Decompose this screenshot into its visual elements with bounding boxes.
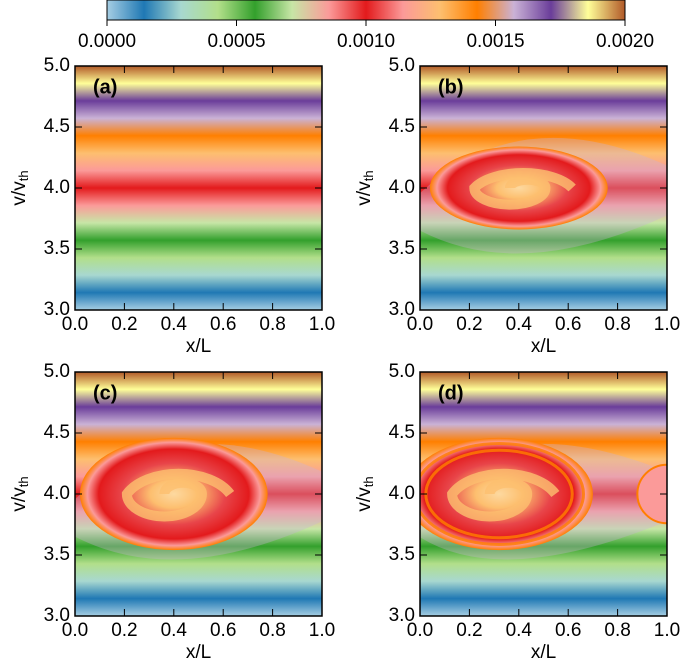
- colorbar: [106, 0, 626, 21]
- heatmap: [75, 66, 322, 310]
- vortex: [429, 146, 608, 230]
- spiral: [121, 468, 235, 522]
- panel: 3.0 3.5 4.0 4.5 5.0 0.0 0.2 0.4 0.6 0.8 1.0 x/L v/vt…: [354, 55, 680, 357]
- x-axis-label: x/L: [531, 336, 556, 357]
- y-axis-label-sub: th: [361, 476, 376, 487]
- panel-label: (a): [93, 76, 117, 98]
- spiral: [447, 468, 560, 522]
- x-tick-label: 0.8: [604, 314, 630, 335]
- x-tick-label: 0.2: [111, 314, 137, 335]
- x-axis-label: x/L: [186, 642, 211, 660]
- y-axis-label-sub: th: [16, 170, 31, 181]
- colorbar-tick-label: 0.0005: [207, 31, 265, 52]
- x-tick-label: 1.0: [309, 314, 335, 335]
- panel-label: (c): [93, 382, 117, 404]
- heatmap-background: [75, 66, 322, 310]
- y-tick-label: 4.5: [44, 422, 70, 443]
- x-tick-label: 0.0: [407, 314, 433, 335]
- x-tick-label: 0.8: [259, 620, 285, 641]
- ring: [420, 442, 585, 546]
- y-tick-label: 4.0: [389, 177, 415, 198]
- y-axis-label-main: v/v: [354, 181, 375, 206]
- panel: 3.0 3.5 4.0 4.5 5.0 0.0 0.2 0.4 0.6 0.8 1.0 x/L v/vt…: [354, 361, 680, 660]
- panel-label: (b): [438, 76, 464, 98]
- panel-label: (d): [438, 382, 464, 404]
- x-tick-label: 0.6: [210, 620, 236, 641]
- y-tick-label: 4.0: [44, 177, 70, 198]
- x-tick-label: 0.0: [62, 620, 88, 641]
- y-tick-label: 3.0: [389, 299, 415, 320]
- colorbar-tick-label: 0.0015: [466, 31, 524, 52]
- heatmap: [420, 66, 667, 310]
- y-tick-label: 5.0: [389, 361, 415, 382]
- y-tick-label: 3.5: [389, 544, 415, 565]
- y-tick-label: 3.0: [44, 605, 70, 626]
- y-tick-label: 3.5: [44, 238, 70, 259]
- colorbar-tick-label: 0.0010: [337, 31, 395, 52]
- x-tick-label: 0.0: [62, 314, 88, 335]
- y-tick-label: 5.0: [44, 361, 70, 382]
- panel: 3.0 3.5 4.0 4.5 5.0 0.0 0.2 0.4 0.6 0.8 1.0 x/L v/vt…: [9, 55, 335, 357]
- panel: 3.0 3.5 4.0 4.5 5.0 0.0 0.2 0.4 0.6 0.8 1.0 x/L v/vt…: [9, 361, 335, 660]
- x-tick-label: 0.4: [161, 620, 188, 641]
- colorbar-tick-label: 0.0020: [596, 31, 654, 52]
- x-tick-label: 1.0: [654, 314, 680, 335]
- x-tick-label: 0.6: [210, 314, 236, 335]
- x-tick-label: 0.2: [111, 620, 137, 641]
- spiral: [469, 168, 576, 210]
- colorbar-tick-label: 0.0000: [78, 31, 136, 52]
- x-tick-label: 0.2: [456, 314, 482, 335]
- x-tick-label: 0.0: [407, 620, 433, 641]
- y-tick-label: 3.5: [44, 544, 70, 565]
- y-axis-label: v/vth: [354, 476, 376, 511]
- x-tick-label: 0.4: [161, 314, 188, 335]
- x-axis-label: x/L: [531, 642, 556, 660]
- y-axis-label-main: v/v: [354, 487, 375, 512]
- y-tick-label: 4.5: [44, 116, 70, 137]
- x-tick-label: 0.2: [456, 620, 482, 641]
- x-tick-label: 0.6: [555, 314, 581, 335]
- y-tick-label: 5.0: [389, 55, 415, 76]
- y-tick-label: 4.0: [389, 483, 415, 504]
- vortex: [79, 437, 268, 551]
- x-tick-label: 0.4: [506, 314, 533, 335]
- y-tick-label: 3.5: [389, 238, 415, 259]
- vortex: [420, 437, 593, 551]
- x-tick-label: 1.0: [654, 620, 680, 641]
- y-axis-label: v/vth: [9, 170, 31, 205]
- y-tick-label: 4.5: [389, 116, 415, 137]
- y-tick-label: 4.5: [389, 422, 415, 443]
- x-tick-label: 0.6: [555, 620, 581, 641]
- y-tick-label: 4.0: [44, 483, 70, 504]
- y-axis-label-sub: th: [361, 170, 376, 181]
- y-axis-label: v/vth: [354, 170, 376, 205]
- y-tick-label: 5.0: [44, 55, 70, 76]
- y-axis-label-main: v/v: [9, 181, 30, 206]
- x-tick-label: 0.8: [259, 314, 285, 335]
- x-tick-label: 0.4: [506, 620, 533, 641]
- heatmap: [75, 372, 322, 616]
- x-axis-label: x/L: [186, 336, 211, 357]
- y-tick-label: 3.0: [44, 299, 70, 320]
- x-tick-label: 0.8: [604, 620, 630, 641]
- y-tick-label: 3.0: [389, 605, 415, 626]
- x-tick-label: 1.0: [309, 620, 335, 641]
- y-axis-label: v/vth: [9, 476, 31, 511]
- y-axis-label-sub: th: [16, 476, 31, 487]
- heatmap: [420, 372, 667, 616]
- y-axis-label-main: v/v: [9, 487, 30, 512]
